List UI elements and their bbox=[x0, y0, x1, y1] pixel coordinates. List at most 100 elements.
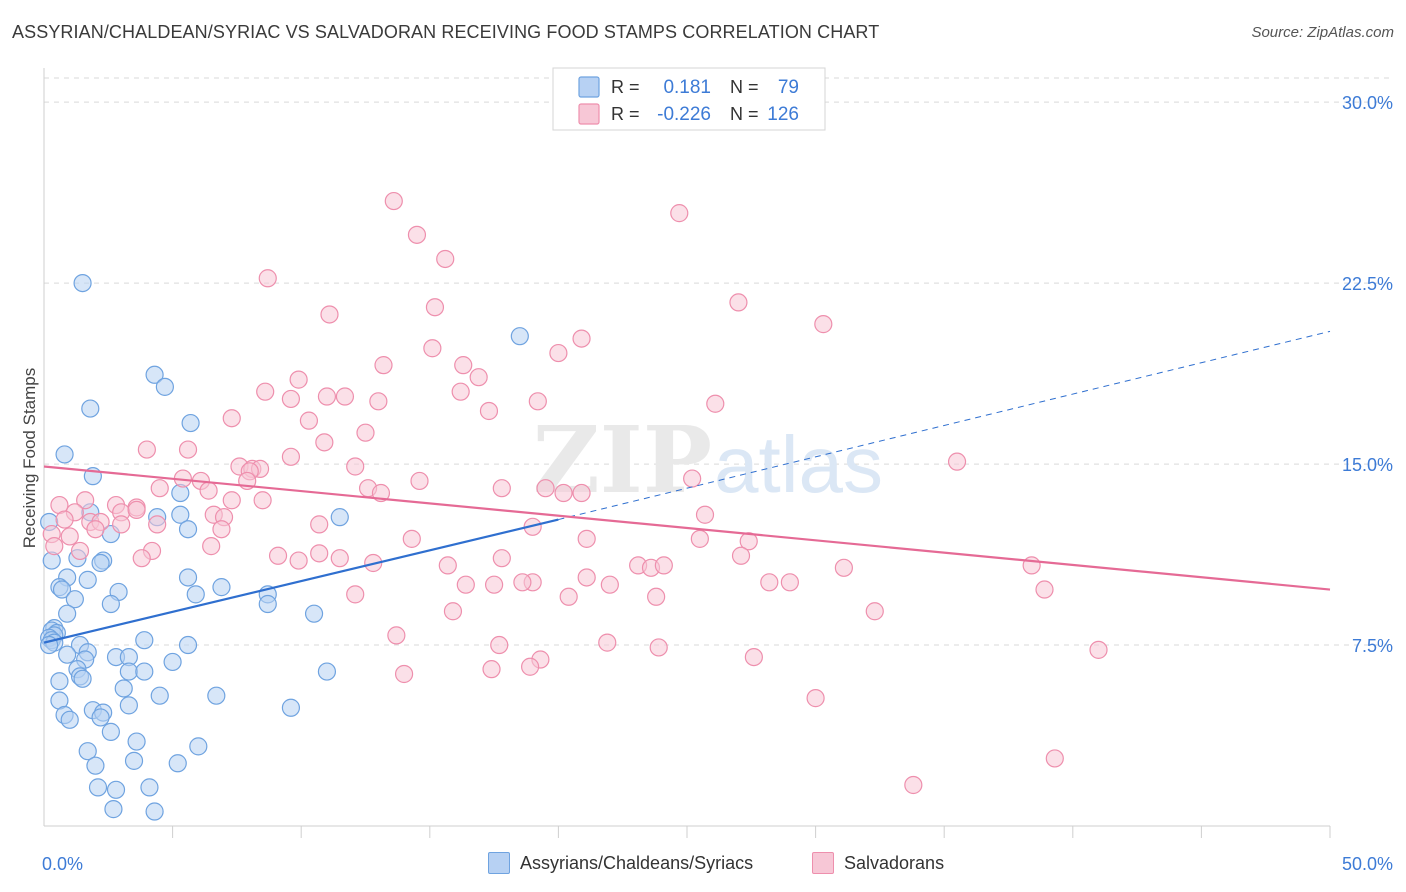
trend-layer bbox=[43, 330, 1331, 644]
data-point-salvadoran bbox=[834, 558, 853, 577]
data-point-salvadoran bbox=[369, 392, 388, 411]
data-point-salvadoran bbox=[76, 491, 95, 510]
data-point-assyrian bbox=[119, 662, 138, 681]
data-point-assyrian bbox=[78, 742, 97, 761]
data-point-salvadoran bbox=[212, 520, 231, 539]
data-point-salvadoran bbox=[222, 491, 241, 510]
data-point-salvadoran bbox=[320, 305, 339, 324]
data-point-salvadoran bbox=[482, 660, 501, 679]
data-point-salvadoran bbox=[528, 392, 547, 411]
data-point-salvadoran bbox=[258, 269, 277, 288]
legend-label-salvadorans: Salvadorans bbox=[844, 852, 945, 873]
data-point-salvadoran bbox=[492, 479, 511, 498]
data-point-salvadoran bbox=[492, 549, 511, 568]
data-point-salvadoran bbox=[647, 587, 666, 606]
data-point-assyrian bbox=[73, 669, 92, 688]
data-point-salvadoran bbox=[670, 204, 689, 223]
data-point-assyrian bbox=[135, 631, 154, 650]
data-point-salvadoran bbox=[739, 532, 758, 551]
data-point-assyrian bbox=[150, 686, 169, 705]
trend-line-blue bbox=[43, 518, 559, 644]
data-point-salvadoran bbox=[202, 537, 221, 556]
data-point-assyrian bbox=[127, 732, 146, 751]
data-point-salvadoran bbox=[731, 546, 751, 565]
data-point-salvadoran bbox=[299, 411, 319, 430]
data-point-salvadoran bbox=[479, 401, 499, 421]
legend-label-assyrians: Assyrians/Chaldeans/Syriacs bbox=[520, 852, 754, 873]
data-point-assyrian bbox=[114, 679, 133, 698]
data-point-salvadoran bbox=[268, 546, 288, 565]
data-point-salvadoran bbox=[374, 356, 393, 375]
data-point-salvadoran bbox=[559, 587, 578, 606]
data-point-salvadoran bbox=[55, 510, 74, 529]
data-point-salvadoran bbox=[600, 575, 619, 594]
data-point-salvadoran bbox=[436, 249, 455, 269]
data-point-salvadoran bbox=[70, 541, 90, 561]
data-point-assyrian bbox=[145, 365, 164, 384]
data-point-salvadoran bbox=[148, 515, 167, 534]
data-point-salvadoran bbox=[410, 471, 429, 491]
data-point-assyrian bbox=[207, 686, 226, 705]
data-point-salvadoran bbox=[598, 633, 617, 652]
data-point-salvadoran bbox=[60, 527, 79, 546]
data-point-salvadoran bbox=[137, 440, 156, 459]
data-point-salvadoran bbox=[356, 423, 375, 442]
data-point-assyrian bbox=[317, 662, 337, 681]
data-point-assyrian bbox=[145, 802, 164, 821]
data-point-assyrian bbox=[178, 568, 198, 587]
data-point-assyrian bbox=[178, 635, 198, 655]
data-point-salvadoran bbox=[281, 389, 301, 409]
data-point-salvadoran bbox=[695, 505, 715, 524]
data-point-salvadoran bbox=[438, 556, 457, 575]
data-point-assyrian bbox=[186, 585, 205, 604]
data-point-salvadoran bbox=[780, 573, 799, 592]
data-point-salvadoran bbox=[317, 387, 337, 406]
data-point-salvadoran bbox=[806, 689, 825, 708]
data-point-salvadoran bbox=[485, 575, 504, 594]
y-tick-label: 30.0% bbox=[1342, 93, 1393, 113]
y-tick-label: 22.5% bbox=[1342, 274, 1393, 294]
legend-item-assyrians: Assyrians/Chaldeans/Syriacs bbox=[488, 852, 753, 874]
trend-line-extension-blue bbox=[558, 330, 1331, 521]
watermark-atlas: atlas bbox=[714, 420, 883, 509]
data-point-salvadoran bbox=[469, 368, 488, 387]
points-layer bbox=[40, 191, 1108, 821]
data-point-salvadoran bbox=[346, 585, 365, 604]
data-point-salvadoran bbox=[310, 515, 329, 534]
data-point-salvadoran bbox=[335, 387, 355, 406]
data-point-salvadoran bbox=[744, 647, 763, 667]
data-point-salvadoran bbox=[1089, 640, 1108, 659]
legend-n-value: 126 bbox=[767, 104, 799, 125]
data-point-salvadoran bbox=[947, 452, 967, 471]
data-point-salvadoran bbox=[222, 409, 241, 428]
data-point-salvadoran bbox=[289, 551, 308, 570]
data-point-salvadoran bbox=[387, 626, 406, 645]
data-point-assyrian bbox=[155, 377, 174, 396]
data-point-salvadoran bbox=[456, 575, 475, 594]
legend-r-value: -0.226 bbox=[657, 104, 711, 125]
data-point-salvadoran bbox=[683, 469, 702, 488]
data-point-assyrian bbox=[81, 399, 100, 418]
data-point-salvadoran bbox=[315, 433, 334, 452]
data-point-salvadoran bbox=[521, 657, 540, 676]
data-point-salvadoran bbox=[178, 440, 198, 459]
legend-swatch-blue bbox=[578, 76, 600, 98]
chart-title: ASSYRIAN/CHALDEAN/SYRIAC VS SALVADORAN R… bbox=[12, 22, 880, 42]
data-point-salvadoran bbox=[549, 343, 568, 363]
data-point-assyrian bbox=[73, 273, 92, 293]
y-axis-label: Receiving Food Stamps bbox=[20, 368, 39, 548]
source-credit: Source: ZipAtlas.com bbox=[1251, 24, 1394, 41]
data-point-salvadoran bbox=[536, 479, 555, 498]
data-point-salvadoran bbox=[407, 225, 427, 244]
data-point-salvadoran bbox=[112, 515, 131, 534]
data-point-salvadoran bbox=[256, 382, 275, 401]
data-point-salvadoran bbox=[423, 339, 442, 358]
data-point-assyrian bbox=[124, 751, 144, 770]
data-point-salvadoran bbox=[690, 529, 709, 548]
legend-r-label: R = bbox=[611, 77, 640, 97]
data-point-assyrian bbox=[58, 645, 77, 664]
data-point-salvadoran bbox=[330, 549, 349, 568]
data-point-assyrian bbox=[60, 710, 79, 729]
data-point-salvadoran bbox=[814, 315, 833, 334]
legend-top: R = 0.181 N = 79 R = -0.226 N = 126 bbox=[552, 67, 826, 131]
